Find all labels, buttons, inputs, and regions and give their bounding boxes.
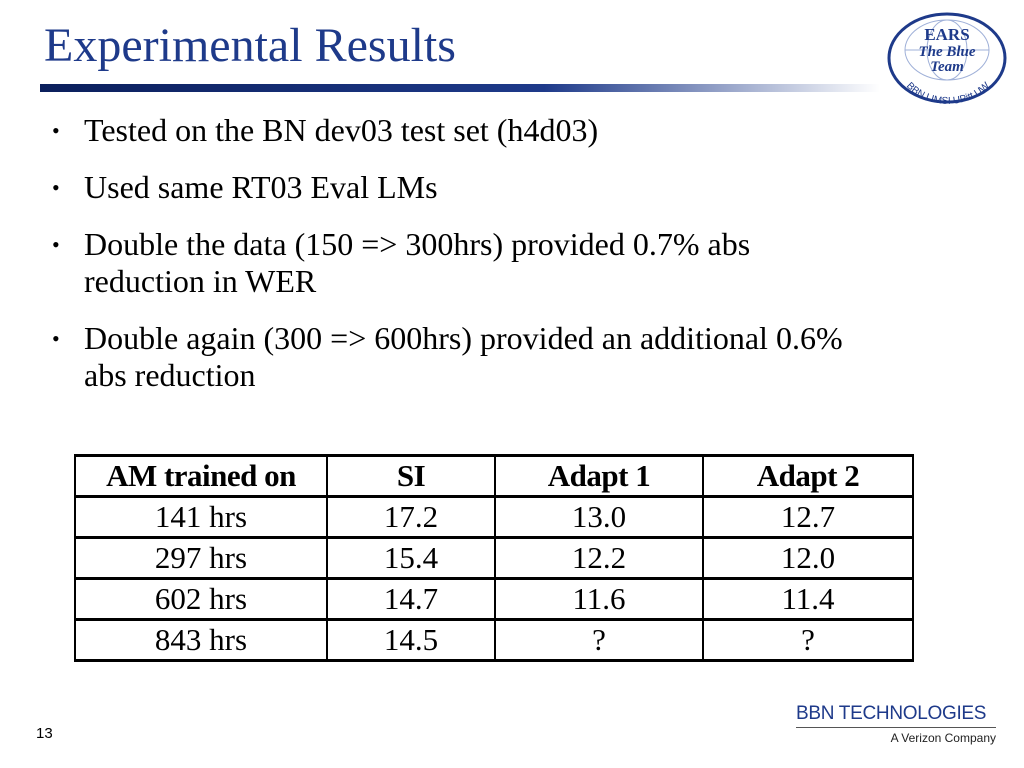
company-name: BBN TECHNOLOGIES xyxy=(796,703,987,724)
bullet-item: • Tested on the BN dev03 test set (h4d03) xyxy=(40,112,860,149)
slide-title: Experimental Results xyxy=(44,19,456,72)
bullet-text: Tested on the BN dev03 test set (h4d03) xyxy=(84,112,599,148)
table-cell: 141 hrs xyxy=(74,495,328,539)
table-cell: ? xyxy=(494,618,704,662)
logo-divider xyxy=(796,727,996,728)
table-cell: 11.6 xyxy=(494,577,704,621)
logo-line3: Team xyxy=(930,59,964,75)
table-cell: 14.5 xyxy=(326,618,496,662)
bullet-item: • Used same RT03 Eval LMs xyxy=(40,169,860,206)
table-cell: 11.4 xyxy=(702,577,914,621)
table-row: 297 hrs 15.4 12.2 12.0 xyxy=(74,536,914,580)
bullet-item: • Double the data (150 => 300hrs) provide… xyxy=(40,226,860,300)
table-cell: 297 hrs xyxy=(74,536,328,580)
company-tagline: A Verizon Company xyxy=(890,731,996,745)
column-header: Adapt 2 xyxy=(702,454,914,498)
bullet-dot-icon: • xyxy=(52,175,60,200)
title-underline xyxy=(40,84,880,92)
column-header: SI xyxy=(326,454,496,498)
ears-blue-team-logo: EARS The Blue Team BBN LIMSI UPitt UW xyxy=(887,12,1007,107)
table-cell: 602 hrs xyxy=(74,577,328,621)
table-cell: 843 hrs xyxy=(74,618,328,662)
table-row: 843 hrs 14.5 ? ? xyxy=(74,618,914,662)
bullet-text: Double the data (150 => 300hrs) provided… xyxy=(84,226,751,299)
logo-line1: EARS xyxy=(924,25,969,44)
table-cell: 14.7 xyxy=(326,577,496,621)
table-cell: ? xyxy=(702,618,914,662)
table-cell: 15.4 xyxy=(326,536,496,580)
table-cell: 13.0 xyxy=(494,495,704,539)
table-cell: 12.2 xyxy=(494,536,704,580)
column-header: Adapt 1 xyxy=(494,454,704,498)
column-header: AM trained on xyxy=(74,454,328,498)
bullet-text: Used same RT03 Eval LMs xyxy=(84,169,438,205)
bullet-dot-icon: • xyxy=(52,118,60,143)
bullet-dot-icon: • xyxy=(52,232,60,257)
logo-line2: The Blue xyxy=(918,44,975,60)
table-cell: 12.7 xyxy=(702,495,914,539)
bullet-list: • Tested on the BN dev03 test set (h4d03)… xyxy=(40,112,860,414)
bullet-item: • Double again (300 => 600hrs) provided a… xyxy=(40,320,860,394)
results-table: AM trained on SI Adapt 1 Adapt 2 141 hrs… xyxy=(74,454,914,662)
table-row: 141 hrs 17.2 13.0 12.7 xyxy=(74,495,914,539)
table-header-row: AM trained on SI Adapt 1 Adapt 2 xyxy=(74,454,914,498)
bbn-technologies-logo: BBN TECHNOLOGIES A Verizon Company xyxy=(796,703,996,745)
bullet-dot-icon: • xyxy=(52,326,60,351)
table-row: 602 hrs 14.7 11.6 11.4 xyxy=(74,577,914,621)
table-cell: 12.0 xyxy=(702,536,914,580)
page-number: 13 xyxy=(36,725,53,742)
table-cell: 17.2 xyxy=(326,495,496,539)
bullet-text: Double again (300 => 600hrs) provided an… xyxy=(84,320,843,393)
